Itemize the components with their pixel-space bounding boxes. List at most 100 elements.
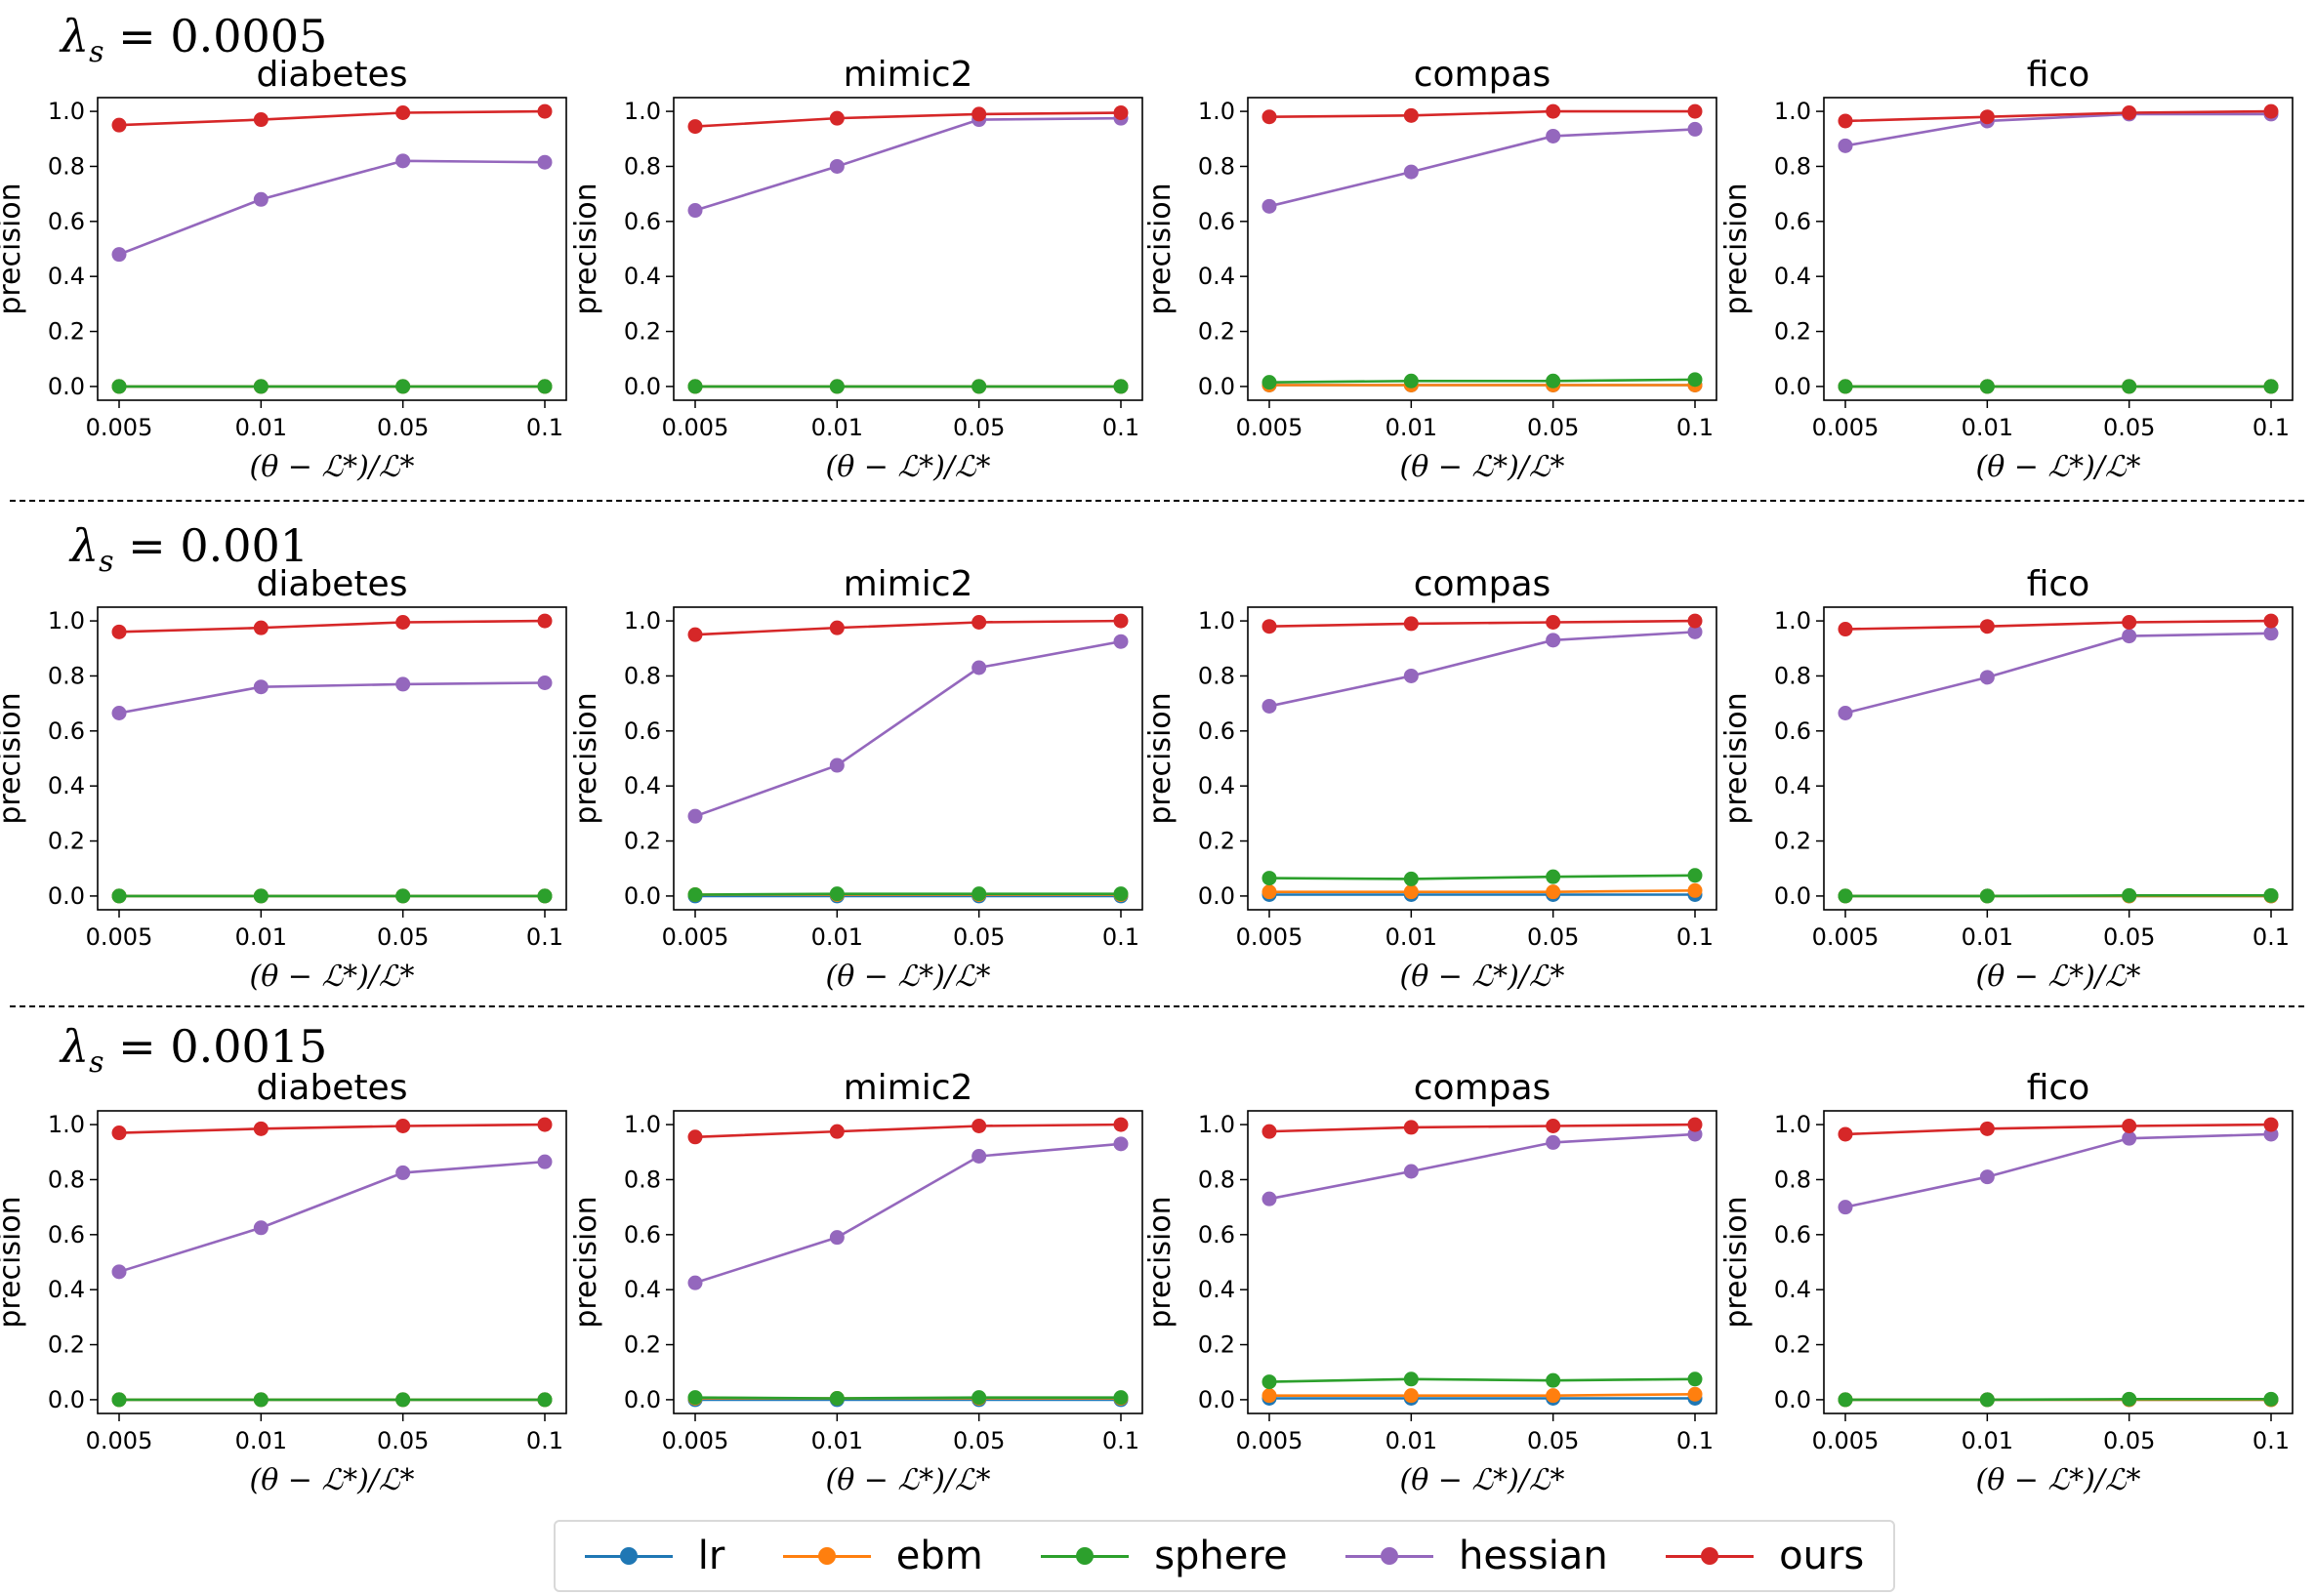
data-point-ebm — [1687, 1386, 1703, 1402]
data-point-ours — [1403, 107, 1419, 123]
x-tick-label: 0.005 — [1236, 414, 1303, 441]
series-line-sphere — [1268, 1377, 1696, 1383]
x-axis-label: (θ − ℒ*)/ℒ* — [1400, 960, 1565, 994]
y-tick-label: 1.0 — [624, 98, 661, 125]
data-point-sphere — [537, 888, 553, 904]
chart-panel-compas-2: compas 0.0 0.2 0.4 0.6 0.8 1.0 0.005 0.01 0.05 0.1… — [1143, 1068, 1717, 1497]
y-tick-label: 1.0 — [1198, 607, 1235, 634]
data-point-hessian — [1687, 121, 1703, 137]
x-tick-label: 0.1 — [1102, 923, 1139, 951]
data-point-ours — [971, 1119, 987, 1133]
chart-panel-compas-0: compas 0.0 0.2 0.4 0.6 0.8 1.0 0.005 0.01 0.05 0.1… — [1143, 55, 1717, 484]
data-point-sphere — [2263, 1391, 2279, 1407]
y-axis-label: precision — [1719, 1196, 1754, 1328]
x-tick-label: 0.01 — [235, 923, 287, 951]
plot-frame — [1823, 97, 2294, 401]
data-point-sphere — [1546, 373, 1561, 389]
y-tick-label: 0.2 — [48, 1331, 85, 1359]
y-axis-label: precision — [1719, 692, 1754, 824]
data-point-hessian — [1261, 1191, 1277, 1207]
y-tick-label: 0.6 — [1774, 208, 1811, 235]
x-tick-label: 0.05 — [377, 1427, 429, 1454]
data-point-hessian — [1113, 1136, 1129, 1152]
data-point-ours — [829, 1124, 845, 1139]
legend-entry-lr: lr — [584, 1534, 724, 1578]
data-point-ours — [537, 613, 553, 629]
y-tick-label: 0.2 — [624, 1331, 661, 1359]
x-tick-label: 0.005 — [1812, 414, 1880, 441]
data-point-sphere — [1979, 1392, 1995, 1408]
data-point-sphere — [2122, 379, 2137, 394]
y-tick-label: 0.2 — [1774, 1331, 1811, 1359]
chart-panel-mimic2-0: mimic2 0.0 0.2 0.4 0.6 0.8 1.0 0.005 0.01 0.05 0.1… — [569, 55, 1143, 484]
data-point-hessian — [829, 1230, 845, 1246]
y-tick-label: 0.8 — [624, 152, 661, 180]
y-tick-label: 0.2 — [1774, 828, 1811, 855]
x-axis-label: (θ − ℒ*)/ℒ* — [250, 1463, 415, 1497]
series-line-sphere — [1268, 874, 1696, 880]
data-point-sphere — [2263, 379, 2279, 394]
series-line-sphere — [1845, 894, 2271, 898]
data-point-hessian — [1687, 624, 1703, 639]
plot-frame — [1247, 1110, 1717, 1414]
data-point-ours — [971, 615, 987, 630]
data-point-ours — [1261, 109, 1277, 125]
data-point-ours — [111, 1125, 127, 1141]
data-point-hessian — [971, 1149, 987, 1164]
data-point-hessian — [253, 679, 269, 695]
x-tick-label: 0.005 — [662, 1427, 729, 1454]
x-tick-label: 0.005 — [86, 923, 153, 951]
series-line-hessian — [1844, 1132, 2272, 1208]
x-axis-label: (θ − ℒ*)/ℒ* — [826, 450, 991, 484]
data-point-hessian — [2263, 626, 2279, 641]
x-axis-label: (θ − ℒ*)/ℒ* — [250, 960, 415, 994]
y-tick-label: 0.8 — [1774, 662, 1811, 689]
data-point-sphere — [1403, 373, 1419, 389]
y-tick-label: 0.6 — [1198, 208, 1235, 235]
legend-marker — [1701, 1547, 1719, 1565]
data-point-ours — [395, 105, 411, 120]
data-point-ebm — [1403, 884, 1419, 900]
data-point-sphere — [253, 379, 269, 394]
row-label-lambda-0: λs = 0.0005 — [61, 10, 328, 70]
data-point-hessian — [2122, 629, 2137, 644]
data-point-sphere — [687, 1390, 703, 1406]
y-tick-label: 0.0 — [48, 373, 85, 400]
data-point-hessian — [253, 1220, 269, 1236]
legend-entry-ebm: ebm — [782, 1534, 983, 1578]
data-point-ours — [1546, 615, 1561, 630]
data-point-ours — [1113, 105, 1129, 120]
data-point-hessian — [829, 158, 845, 174]
data-point-sphere — [687, 887, 703, 902]
y-tick-label: 0.6 — [48, 1221, 85, 1248]
data-point-sphere — [971, 1390, 987, 1406]
data-point-sphere — [2263, 887, 2279, 903]
y-tick-label: 0.8 — [1198, 1166, 1235, 1193]
data-point-sphere — [1838, 888, 1853, 904]
y-tick-label: 0.6 — [624, 717, 661, 745]
data-point-ours — [1687, 613, 1703, 629]
series-line-sphere — [1268, 378, 1696, 384]
chart-title: mimic2 — [844, 55, 973, 95]
chart-title: compas — [1414, 564, 1551, 604]
series-line-ours — [118, 1123, 546, 1134]
series-line-hessian — [694, 1142, 1122, 1285]
data-point-ours — [1687, 103, 1703, 119]
data-point-ours — [2122, 105, 2137, 120]
y-tick-label: 0.4 — [624, 1276, 661, 1303]
x-tick-label: 0.01 — [235, 414, 287, 441]
legend-entry-hessian: hessian — [1345, 1534, 1608, 1578]
data-point-sphere — [1261, 375, 1277, 390]
data-point-hessian — [687, 808, 703, 824]
x-tick-label: 0.05 — [1527, 1427, 1579, 1454]
data-point-ours — [829, 620, 845, 635]
data-point-hessian — [1838, 138, 1853, 153]
data-point-sphere — [1687, 1371, 1703, 1387]
y-tick-label: 0.2 — [1198, 1331, 1235, 1359]
data-point-sphere — [395, 379, 411, 394]
x-axis-label: (θ − ℒ*)/ℒ* — [826, 1463, 991, 1497]
data-point-ours — [537, 1117, 553, 1132]
data-point-sphere — [253, 888, 269, 904]
row-label-value: 0.0015 — [170, 1020, 328, 1073]
x-axis-label: (θ − ℒ*)/ℒ* — [826, 960, 991, 994]
